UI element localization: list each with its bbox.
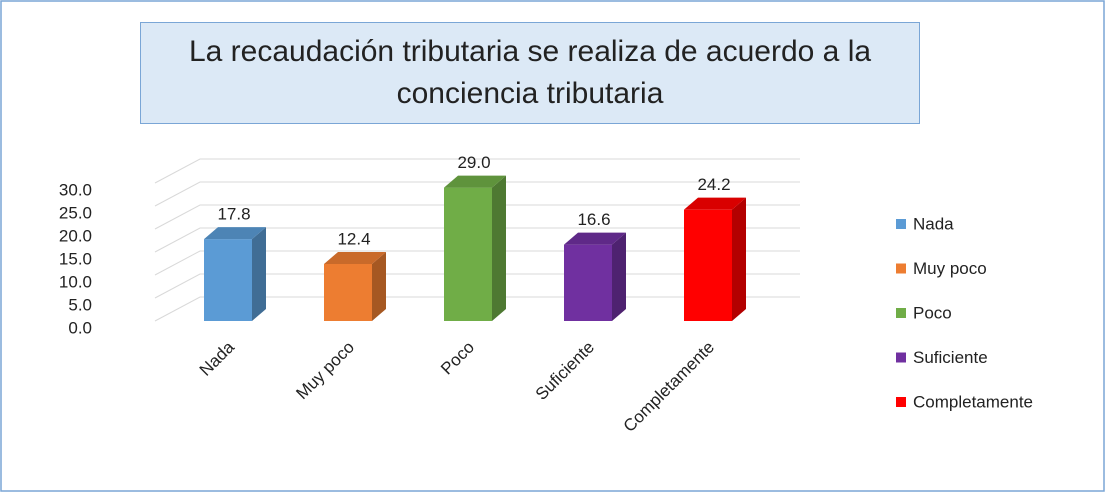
value-label: 17.8	[217, 205, 250, 224]
legend-swatch	[896, 352, 906, 363]
bar-top	[444, 175, 506, 188]
legend-swatch	[896, 263, 906, 274]
y-tick-label: 10.0	[59, 272, 92, 291]
y-tick-label: 20.0	[59, 226, 92, 245]
legend-label: Muy poco	[913, 259, 987, 278]
grid-line	[154, 181, 800, 207]
bar-side	[492, 175, 506, 321]
legend-swatch	[896, 397, 906, 407]
bar-top	[204, 227, 266, 240]
bar-top	[564, 232, 626, 245]
grid-line	[154, 227, 800, 253]
legend-label: Poco	[913, 303, 952, 322]
x-tick-label: Suficiente	[532, 338, 598, 404]
x-tick-label: Poco	[437, 338, 478, 379]
bar	[564, 244, 612, 321]
grid-line	[154, 204, 800, 230]
value-label: 16.6	[577, 210, 610, 229]
y-tick-label: 15.0	[59, 249, 92, 268]
bar	[444, 187, 492, 321]
x-tick-label: Muy poco	[292, 338, 358, 404]
grid-line	[154, 158, 800, 184]
bar	[204, 239, 252, 321]
bar-side	[732, 197, 746, 321]
legend-swatch	[896, 308, 906, 318]
bar-side	[252, 227, 266, 321]
legend-label: Nada	[913, 214, 954, 233]
bar-side	[372, 251, 386, 321]
bar-top	[684, 197, 746, 210]
legend-label: Completamente	[913, 392, 1033, 411]
legend-label: Suficiente	[913, 348, 988, 367]
value-label: 12.4	[337, 229, 370, 248]
y-tick-label: 5.0	[68, 295, 92, 314]
x-tick-label: Completamente	[620, 338, 718, 436]
chart-title: La recaudación tributaria se realiza de …	[140, 22, 920, 124]
y-tick-label: 25.0	[59, 203, 92, 222]
y-tick-label: 0.0	[68, 318, 92, 337]
bar	[684, 209, 732, 321]
legend-swatch	[896, 219, 906, 229]
bar	[324, 263, 372, 321]
x-tick-label: Nada	[196, 337, 239, 380]
bar-top	[324, 251, 386, 264]
value-label: 29.0	[457, 153, 490, 172]
bar-side	[612, 232, 626, 321]
y-tick-label: 30.0	[59, 180, 92, 199]
value-label: 24.2	[697, 175, 730, 194]
